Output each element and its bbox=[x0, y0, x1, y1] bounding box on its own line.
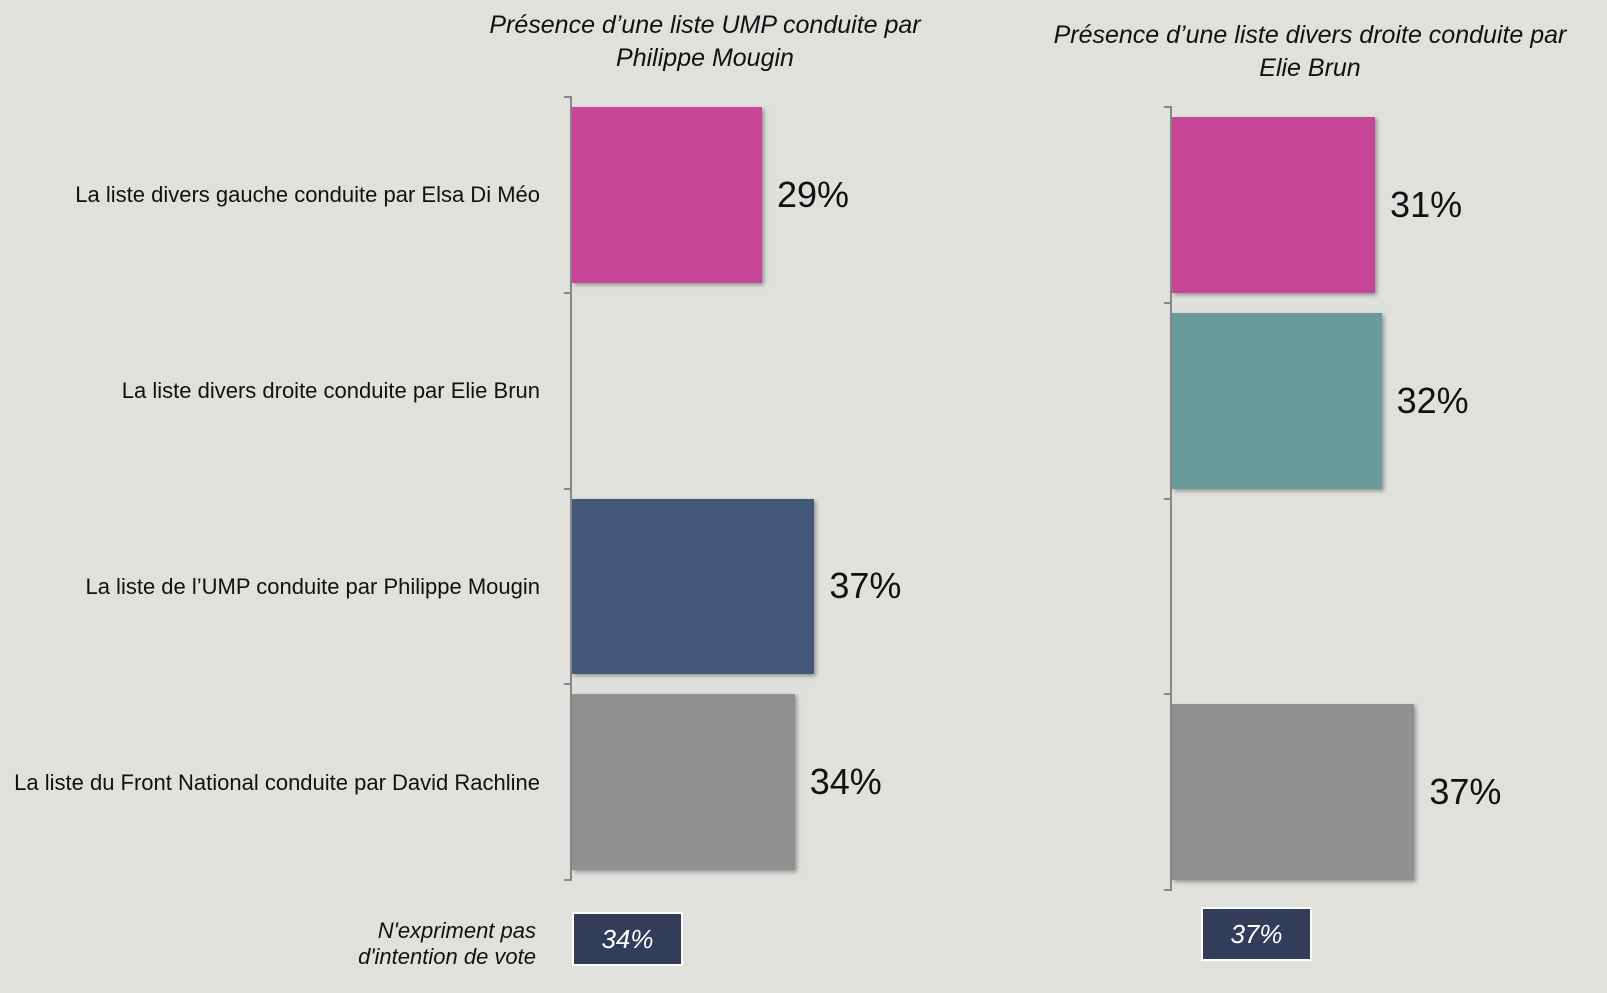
axis-tick bbox=[564, 291, 572, 294]
axis-tick bbox=[564, 683, 572, 686]
bar bbox=[1172, 117, 1376, 293]
axis-tick bbox=[1164, 889, 1172, 891]
value-label: 32% bbox=[1396, 379, 1469, 421]
category-label: La liste de l’UMP conduite par Philippe … bbox=[85, 573, 540, 599]
value-label: 29% bbox=[776, 173, 849, 215]
bar bbox=[1172, 312, 1382, 489]
axis-tick bbox=[564, 96, 572, 98]
category-label: La liste divers gauche conduite par Elsa… bbox=[75, 182, 540, 208]
axis-tick bbox=[1164, 106, 1172, 108]
axis-tick bbox=[1164, 693, 1172, 696]
bar bbox=[572, 694, 795, 870]
value-label: 31% bbox=[1390, 183, 1463, 225]
axis-tick bbox=[1164, 497, 1172, 500]
value-label: 37% bbox=[1429, 771, 1502, 813]
axis-tick bbox=[564, 487, 572, 490]
category-label: La liste du Front National conduite par … bbox=[14, 769, 540, 795]
no-intention-box: 37% bbox=[1201, 907, 1312, 961]
panel-title: Présence d’une liste UMP conduite par Ph… bbox=[489, 11, 921, 72]
no-intention-box: 34% bbox=[572, 912, 683, 966]
value-label: 34% bbox=[809, 761, 882, 803]
axis-tick bbox=[1164, 301, 1172, 304]
bar bbox=[572, 107, 762, 283]
axis-tick bbox=[564, 879, 572, 881]
bar bbox=[572, 498, 815, 675]
panel-title: Présence d’une liste divers droite condu… bbox=[1053, 21, 1567, 82]
note: N'expriment pas d'intention de vote bbox=[358, 918, 536, 969]
bar bbox=[1172, 704, 1415, 880]
value-label: 37% bbox=[829, 565, 902, 607]
category-label: La liste divers droite conduite par Elie… bbox=[121, 378, 540, 404]
